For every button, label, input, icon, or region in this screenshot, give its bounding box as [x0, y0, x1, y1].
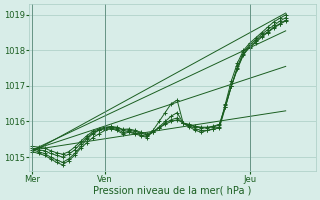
X-axis label: Pression niveau de la mer( hPa ): Pression niveau de la mer( hPa ): [93, 186, 252, 196]
